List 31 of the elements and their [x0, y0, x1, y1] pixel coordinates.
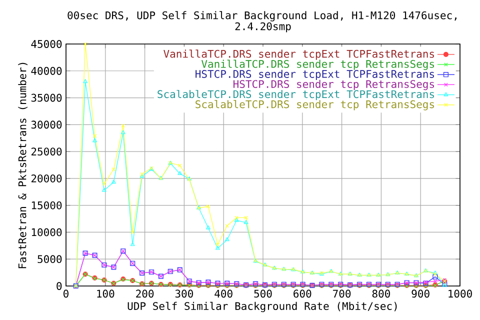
x-tick-label: 0	[64, 290, 68, 298]
x-tick-label: 900	[412, 290, 430, 298]
y-tick-label: 10000	[32, 228, 62, 236]
x-tick-label: 200	[136, 290, 154, 298]
chart-title: 00sec DRS, UDP Self Similar Background Load, H1-M120 1476usec,	[68, 11, 456, 22]
legend-label: HSTCP.DRS sender tcp RetransSegs	[234, 80, 434, 90]
x-tick-label: 600	[294, 290, 312, 298]
y-tick-label: 30000	[31, 120, 62, 129]
legend-label: VanillaTCP.DRS sender tcpExt TCPFastRetrans	[164, 50, 434, 60]
x-tick-label: 400	[214, 290, 232, 298]
chart-subtitle: 2.4.20smp	[235, 22, 291, 32]
legend-label: VanillaTCP.DRS sender tcp RetransSegs	[201, 60, 434, 70]
x-tick-label: 100	[97, 290, 114, 298]
legend-label: HSTCP.DRS sender tcpExt TCPFastRetrans	[196, 70, 434, 80]
x-tick-label: 700	[333, 290, 351, 298]
legend-label: ScalableTCP.DRS sender tcp RetransSegs	[196, 100, 434, 110]
y-tick-label: 15000	[32, 201, 62, 210]
x-tick-label: 300	[175, 290, 193, 298]
y-tick-label: 25000	[31, 148, 62, 156]
x-tick-label: 1000	[448, 290, 472, 298]
y-tick-label: 0	[56, 282, 62, 290]
y-tick-label: 40000	[31, 66, 62, 75]
x-tick-label: 500	[254, 290, 272, 298]
y-axis-title: FastRetran & PktsRetrans (number)	[18, 62, 28, 268]
y-tick-label: 20000	[31, 174, 62, 182]
x-tick-label: 800	[372, 290, 390, 298]
y-tick-label: 5000	[38, 255, 62, 264]
y-tick-label: 45000	[31, 40, 62, 48]
y-tick-label: 35000	[31, 94, 62, 102]
x-axis-title: UDP Self Similar Background Rate (Mbit/sec)	[128, 302, 397, 312]
legend-label: ScalableTCP.DRS sender tcpExt TCPFastRetrans	[158, 90, 434, 100]
